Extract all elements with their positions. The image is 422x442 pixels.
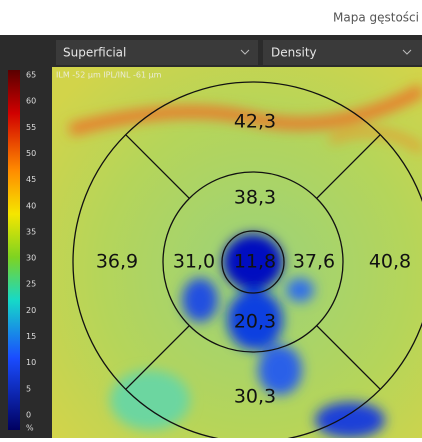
- sector-value: 40,8: [369, 251, 411, 273]
- colorbar-label: 60: [26, 97, 36, 106]
- dropdown-label: Density: [271, 46, 317, 60]
- colorbar-label: 10: [26, 358, 36, 367]
- page-title: Mapa gęstości: [333, 11, 419, 25]
- colorbar-label: 55: [26, 123, 36, 132]
- sector-value: 30,3: [234, 386, 276, 408]
- sector-value: 36,9: [96, 251, 138, 273]
- screen: Mapa gęstości Superficial Density 656055…: [0, 0, 422, 438]
- density-map: ILM -52 µm IPL/INL -61 µm 42,3 38,3 36,9…: [52, 67, 422, 438]
- colorbar-label: 25: [26, 280, 36, 289]
- sector-value: 31,0: [173, 251, 215, 273]
- colorbar-label: 35: [26, 227, 36, 236]
- colorbar-label: 65: [26, 71, 36, 80]
- colorbar-label: 45: [26, 175, 36, 184]
- colorbar-label: 20: [26, 306, 36, 315]
- sector-value: 42,3: [234, 111, 276, 133]
- page: Mapa gęstości Superficial Density 656055…: [0, 0, 422, 438]
- colorbar-label: 0: [26, 411, 31, 420]
- colorbar-label: 5: [26, 384, 31, 393]
- sector-value: 11,8: [234, 251, 276, 273]
- dropdown-label: Superficial: [63, 46, 126, 60]
- colorbar-label: %: [26, 424, 34, 433]
- colorbar-label: 30: [26, 254, 36, 263]
- colorbar-label: 15: [26, 332, 36, 341]
- sector-value: 38,3: [234, 187, 276, 209]
- layer-info: ILM -52 µm IPL/INL -61 µm: [56, 71, 162, 80]
- sector-value: 20,3: [234, 311, 276, 333]
- colorbar-label: 50: [26, 149, 36, 158]
- sector-value: 37,6: [293, 251, 335, 273]
- colorbar: [8, 70, 20, 430]
- colorbar-label: 40: [26, 201, 36, 210]
